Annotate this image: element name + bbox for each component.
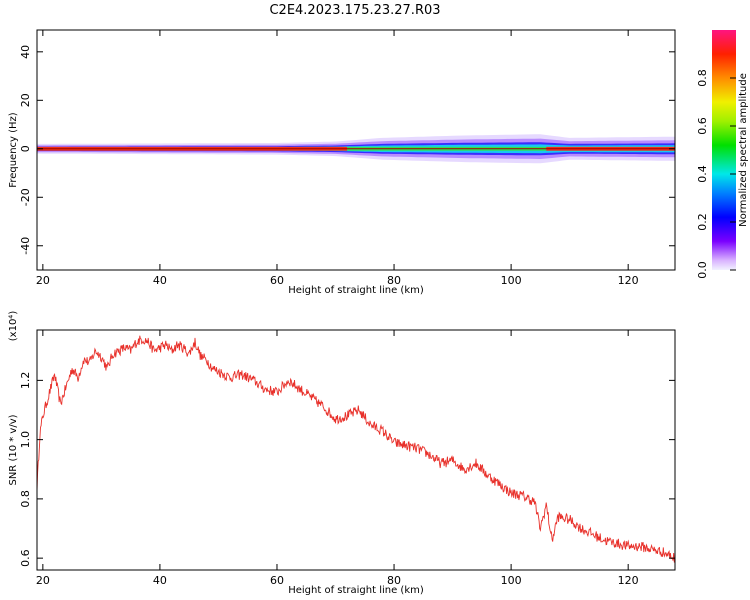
snr-frame (36, 329, 676, 571)
snr-xtick-label: 20 (36, 574, 50, 587)
colorbar-axes: 0.0 0.2 0.4 0.6 0.8 (696, 69, 736, 279)
snr-line-layer (37, 335, 675, 563)
colorbar-tick-label: 0.0 (696, 261, 709, 279)
spectrogram-frame (36, 29, 676, 271)
snr-xtick-label: 100 (501, 574, 522, 587)
colorbar-tick-label: 0.6 (696, 117, 709, 135)
colorbar-label: Normalized spectral amplitude (738, 73, 749, 227)
spectrogram-ytick-label: -20 (19, 188, 32, 206)
spectrogram-ytick-label: 20 (19, 93, 32, 107)
snr-panel: 20 40 60 80 100 120 0.6 0.8 1.0 1.2 Height of str… (8, 311, 676, 596)
spectrogram-ytick-label: 0 (19, 145, 32, 152)
colorbar-gradient (712, 30, 736, 270)
spectrogram-ytick-label: -40 (19, 237, 32, 255)
snr-ytick-label: 1.2 (19, 372, 32, 390)
snr-xtick-label: 60 (270, 574, 284, 587)
snr-scale-label: (x10⁴) (8, 311, 19, 342)
colorbar-tick-label: 0.8 (696, 69, 709, 87)
snr-series-line (37, 335, 675, 563)
snr-xtick-label: 120 (618, 574, 639, 587)
snr-axes: 20 40 60 80 100 120 0.6 0.8 1.0 1.2 (19, 330, 675, 587)
spectrogram-ylabel: Frequency (Hz) (8, 112, 19, 188)
spectrogram-xtick-label: 40 (153, 274, 167, 287)
spectrogram-axes: 20 40 60 80 100 120 -40 -20 0 20 40 (19, 30, 675, 287)
spectrogram-xtick-label: 20 (36, 274, 50, 287)
snr-ytick-label: 1.0 (19, 431, 32, 449)
snr-xlabel: Height of straight line (km) (288, 585, 424, 596)
colorbar-tick-label: 0.2 (696, 213, 709, 231)
colorbar-tick-label: 0.4 (696, 165, 709, 183)
snr-xtick-label: 80 (387, 574, 401, 587)
spectrogram-panel: 20 40 60 80 100 120 -40 -20 0 20 40 Height of stra… (8, 29, 676, 296)
snr-xtick-label: 40 (153, 574, 167, 587)
spectrogram-xtick-label: 60 (270, 274, 284, 287)
spectrogram-xtick-label: 120 (618, 274, 639, 287)
spectrogram-ytick-label: 40 (19, 45, 32, 59)
spectrogram-xtick-label: 80 (387, 274, 401, 287)
figure-title: C2E4.2023.175.23.27.R03 (269, 3, 440, 18)
colorbar: 0.0 0.2 0.4 0.6 0.8 Normalized spectral ampl… (696, 30, 749, 279)
snr-ytick-label: 0.6 (19, 549, 32, 567)
spectrogram-xtick-label: 100 (501, 274, 522, 287)
spectrogram-band (37, 134, 675, 164)
spectrogram-xlabel: Height of straight line (km) (288, 285, 424, 296)
snr-ylabel: SNR (10 * v/v) (8, 414, 19, 485)
snr-ytick-label: 0.8 (19, 490, 32, 508)
